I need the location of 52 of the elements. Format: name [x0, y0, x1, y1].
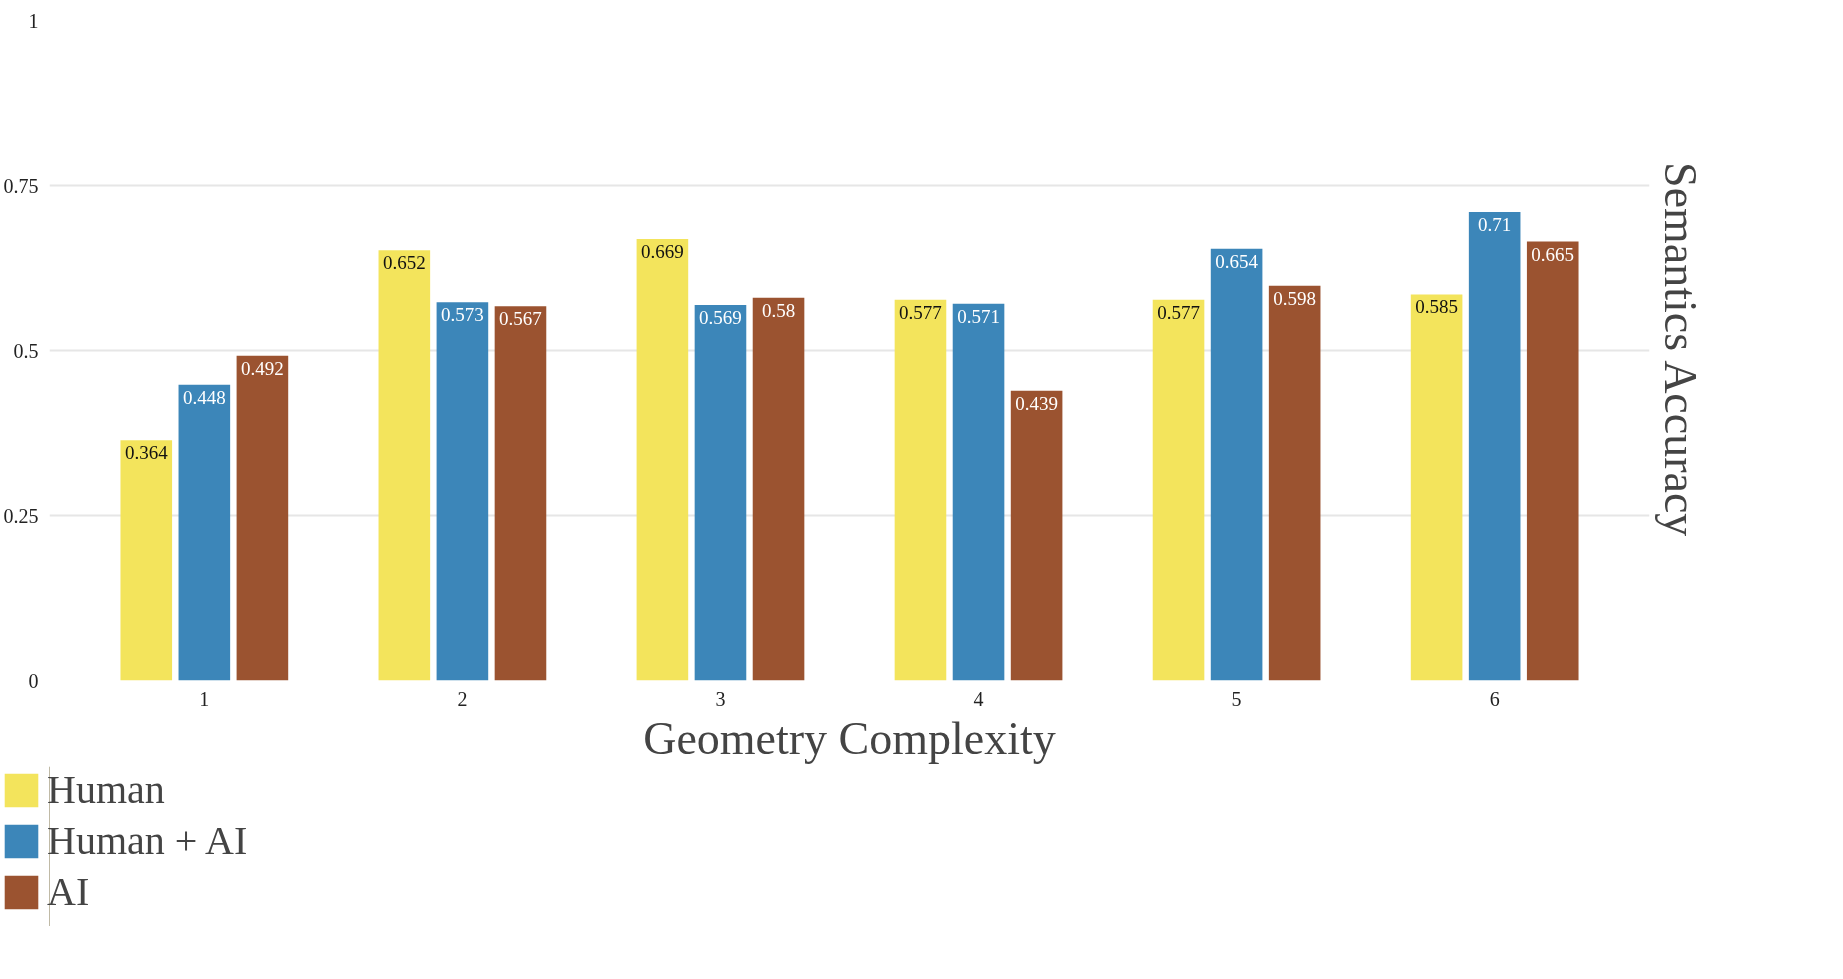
data-label: 0.567: [499, 308, 542, 330]
bar: [236, 355, 289, 681]
data-label: 0.577: [1157, 301, 1200, 323]
bar: [120, 440, 173, 681]
bar: [1210, 248, 1263, 681]
data-label: 0.71: [1478, 213, 1512, 235]
data-label: 0.364: [124, 442, 169, 464]
bar: [952, 303, 1005, 681]
bar: [1410, 294, 1463, 681]
bar: [1268, 285, 1321, 681]
data-label: 0.58: [761, 299, 796, 321]
bar: [1468, 211, 1521, 681]
legend-label: Human + AI: [47, 817, 248, 864]
data-label: 0.569: [699, 306, 742, 328]
x-tick-label: 3: [715, 687, 726, 710]
bar: [694, 304, 747, 681]
x-tick-label: 6: [1489, 687, 1500, 710]
x-tick-label: 4: [973, 687, 984, 710]
legend-label: Human: [47, 766, 165, 813]
y-tick-label: 0: [28, 669, 39, 692]
bar: [894, 299, 947, 681]
y-axis-title: Semantics Accuracy: [1654, 162, 1706, 537]
data-label: 0.598: [1273, 287, 1317, 309]
bar: [436, 302, 489, 681]
data-label: 0.448: [182, 386, 226, 408]
bar: [752, 297, 805, 681]
y-tick-label: 1: [28, 9, 39, 32]
data-label: 0.669: [641, 240, 684, 262]
bar: [1152, 299, 1205, 681]
x-tick-label: 2: [457, 687, 468, 710]
data-label: 0.585: [1415, 296, 1458, 318]
legend-label: AI: [47, 868, 90, 915]
x-tick-label: 5: [1231, 687, 1242, 710]
bar: [378, 250, 431, 681]
bar: [1010, 390, 1063, 681]
y-tick-label: 0.25: [3, 504, 39, 527]
bar: [178, 384, 231, 681]
data-label: 0.577: [899, 301, 942, 323]
y-tick-label: 0.75: [3, 174, 39, 197]
data-label: 0.573: [441, 304, 484, 326]
bar: [1526, 241, 1579, 681]
data-label: 0.571: [957, 305, 1000, 327]
data-label: 0.665: [1531, 243, 1575, 265]
data-label: 0.654: [1215, 250, 1259, 272]
bar: [494, 306, 547, 681]
data-label: 0.652: [382, 252, 426, 274]
x-tick-label: 1: [199, 687, 210, 710]
y-tick-label: 0.5: [13, 339, 39, 362]
data-label: 0.492: [241, 357, 284, 379]
bar: [636, 238, 689, 681]
data-label: 0.439: [1015, 392, 1058, 414]
x-axis-title: Geometry Complexity: [643, 712, 1056, 764]
